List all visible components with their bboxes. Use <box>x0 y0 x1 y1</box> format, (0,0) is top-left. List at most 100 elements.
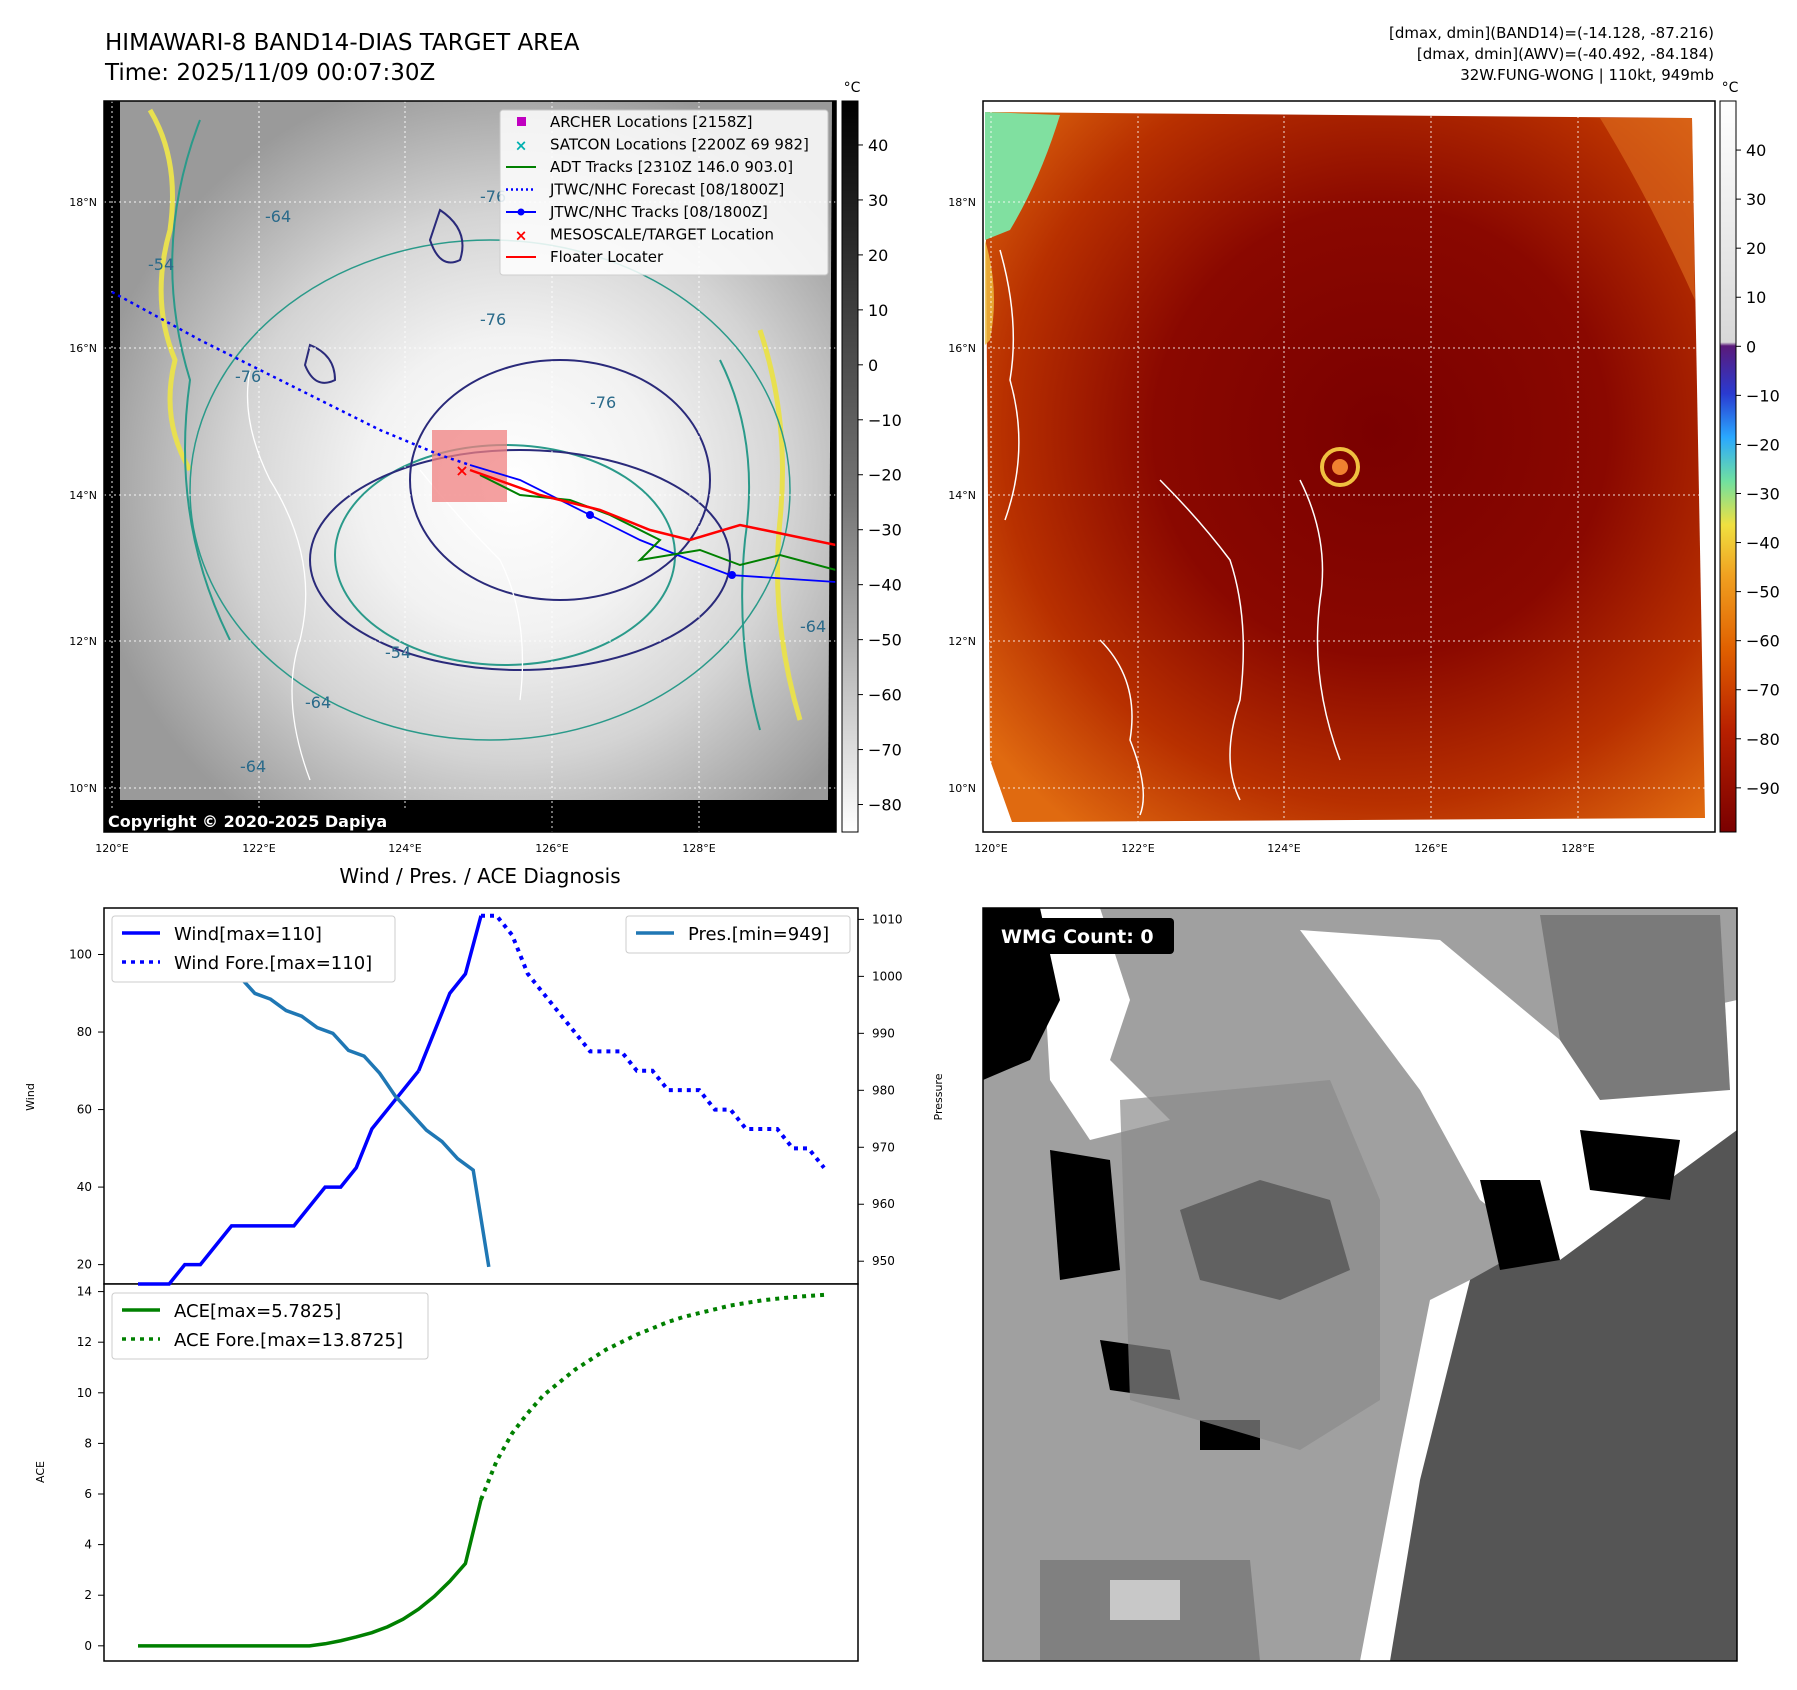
floater-track <box>469 468 836 547</box>
legend-row: ARCHER Locations [2158Z] <box>517 113 753 131</box>
latitude-tick-label: 10°N <box>69 782 97 795</box>
band14-colorbar: °C 40 30 20 10 0 −10 −20 −30 −40 −50 −60 −70 −80 <box>841 80 902 833</box>
pressure-tick-label: 1000 <box>872 969 903 983</box>
jtwc-forecast-track <box>111 290 471 467</box>
latitude-tick-label: 16°N <box>69 342 97 355</box>
wind-line <box>138 1069 420 1286</box>
wind-tick-label: 20 <box>77 1258 92 1272</box>
info-line-2: [dmax, dmin](AWV)=(-40.492, -84.184) <box>1417 45 1714 63</box>
colorbar-tick-label: 30 <box>868 191 888 210</box>
legend-label: MESOSCALE/TARGET Location <box>550 226 774 244</box>
colorbar-tick-label: −10 <box>1746 386 1780 405</box>
legend-box <box>111 915 396 983</box>
longitude-tick-label: 124°E <box>1267 842 1300 855</box>
wind-legend: Wind[max=110] Wind Fore.[max=110] <box>111 915 396 983</box>
legend-row: ADT Tracks [2310Z 146.0 903.0] <box>506 158 793 176</box>
wmg-panel: WMG Count: 0 <box>982 907 1738 1662</box>
ace-tick-label: 8 <box>84 1436 92 1450</box>
pressure-tick-label: 960 <box>872 1197 895 1211</box>
coastline <box>1159 479 1245 801</box>
wmg-count-box <box>993 918 1174 954</box>
coastline <box>999 249 1020 521</box>
coastline <box>1299 479 1341 761</box>
wind-tick-label: 80 <box>77 1025 92 1039</box>
x-marker-icon: × <box>515 137 528 155</box>
pressure-legend: Pres.[min=949] <box>625 915 851 954</box>
legend-row: Floater Locater <box>506 248 664 266</box>
legend-row: JTWC/NHC Tracks [08/1800Z] <box>506 203 768 221</box>
contour-line <box>428 208 464 264</box>
colorbar-tick-label: 10 <box>1746 288 1766 307</box>
wmg-region <box>1120 1080 1380 1450</box>
contour-label: -64 <box>265 207 291 226</box>
pressure-tick-label: 980 <box>872 1083 895 1097</box>
ace-line <box>138 1499 483 1648</box>
legend-label: JTWC/NHC Tracks [08/1800Z] <box>549 203 768 221</box>
colorbar-tick-label: −30 <box>1746 484 1780 503</box>
ir-colorbar: °C 40 30 20 10 0 −10 −20 −30 −40 −50 −60 −70 −80 −90 <box>1719 80 1780 833</box>
longitude-tick-label: 128°E <box>1561 842 1594 855</box>
latitude-tick-label: 18°N <box>69 196 97 209</box>
colorbar-tick-label: −60 <box>1746 632 1780 651</box>
colorbar-tick-label: −20 <box>1746 435 1780 454</box>
coast-contour <box>147 108 193 472</box>
mesoscale-target-box <box>432 430 507 502</box>
contour-line <box>409 359 711 601</box>
latitude-tick-label: 18°N <box>948 196 976 209</box>
ir-map: 18°N 16°N 14°N 12°N 10°N 120°E 122°E 124°E 126°… <box>948 80 1780 855</box>
legend-label: Floater Locater <box>550 248 664 266</box>
legend-box <box>625 915 851 954</box>
contour-label: -64 <box>305 693 331 712</box>
longitude-tick-label: 120°E <box>974 842 1007 855</box>
archer-marker-icon <box>517 117 526 126</box>
copyright-text: Copyright © 2020-2025 Dapiya <box>108 812 387 831</box>
ace-tick-label: 14 <box>77 1285 92 1299</box>
legend-row: × MESOSCALE/TARGET Location <box>515 226 774 245</box>
map-frame <box>103 100 837 833</box>
colorbar-tick-label: −60 <box>868 686 902 705</box>
ace-legend-label: ACE[max=5.7825] <box>174 1301 341 1322</box>
ace-legend: ACE[max=5.7825] ACE Fore.[max=13.8725] <box>111 1292 429 1360</box>
latitude-tick-label: 10°N <box>948 782 976 795</box>
colorbar-tick-label: −10 <box>868 411 902 430</box>
colorbar-tick-label: −80 <box>868 796 902 815</box>
colorbar-tick-label: −80 <box>1746 730 1780 749</box>
wind-tick-label: 100 <box>69 948 92 962</box>
contour-line <box>309 449 731 671</box>
wmg-region <box>1580 1130 1680 1200</box>
pressure-axis-label: Pressure <box>932 1073 945 1120</box>
legend-box <box>499 109 829 276</box>
eye-wall <box>1320 447 1360 487</box>
ace-tick-label: 2 <box>84 1588 92 1602</box>
header: HIMAWARI-8 BAND14-DIAS TARGET AREA Time:… <box>104 24 1714 86</box>
outer-band <box>1600 118 1695 300</box>
longitude-tick-label: 122°E <box>242 842 275 855</box>
pressure-tick-label: 1010 <box>872 912 903 926</box>
diagnosis-panel: Wind / Pres. / ACE Diagnosis 20406080100… <box>24 864 945 1662</box>
colorbar-tick-label: 40 <box>868 136 888 155</box>
coast-contour <box>757 329 803 721</box>
track-dot-icon <box>517 208 525 216</box>
pressure-legend-label: Pres.[min=949] <box>688 924 829 945</box>
colorbar-gradient <box>1719 100 1737 833</box>
colorbar-tick-label: −90 <box>1746 779 1780 798</box>
diagnosis-title: Wind / Pres. / ACE Diagnosis <box>339 864 620 888</box>
pressure-tick-label: 950 <box>872 1254 895 1268</box>
wmg-region <box>1040 908 1170 1140</box>
eye <box>1332 459 1348 475</box>
coastline <box>1099 639 1145 816</box>
contour-label: -76 <box>590 393 616 412</box>
colorbar-tick-label: 20 <box>1746 239 1766 258</box>
pressure-tick-label: 970 <box>872 1140 895 1154</box>
contour-label: -76 <box>480 310 506 329</box>
legend-box <box>111 1292 429 1360</box>
info-line-3: 32W.FUNG-WONG | 110kt, 949mb <box>1460 66 1714 84</box>
wind-forecast-line <box>481 913 826 1169</box>
contour-line <box>719 359 761 731</box>
wmg-region <box>1050 1150 1120 1280</box>
contour-line <box>171 119 231 641</box>
colorbar-tick-label: 0 <box>1746 337 1756 356</box>
contour-label: -64 <box>800 617 826 636</box>
title-line-2: Time: 2025/11/09 00:07:30Z <box>104 60 435 86</box>
